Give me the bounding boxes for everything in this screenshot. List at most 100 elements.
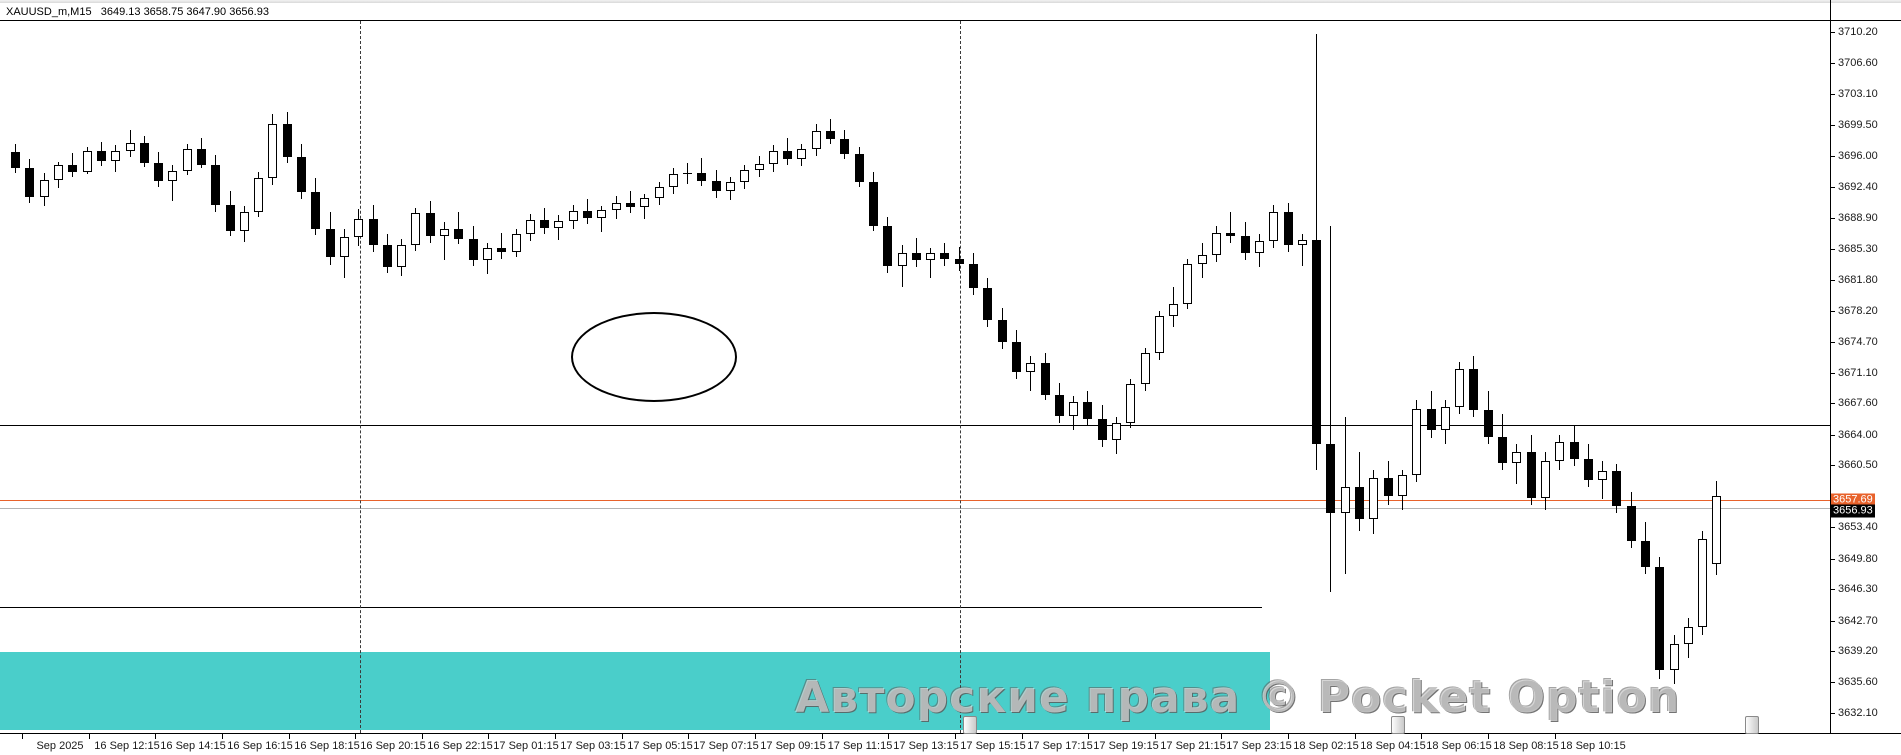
candle-body bbox=[1612, 471, 1621, 507]
candle-body bbox=[440, 229, 449, 237]
candle-body bbox=[1083, 401, 1092, 420]
chart-scroll-handle[interactable] bbox=[1745, 716, 1759, 734]
symbol-ohlc-label: XAUUSD_m,M15 3649.13 3658.75 3647.90 365… bbox=[6, 6, 269, 18]
time-tick bbox=[1221, 734, 1222, 739]
time-tick-label: 17 Sep 13:15 bbox=[893, 740, 959, 752]
candle-body bbox=[1298, 239, 1307, 245]
candle-body bbox=[40, 180, 49, 197]
candle-body bbox=[1155, 316, 1164, 353]
candle-body bbox=[311, 192, 320, 230]
candle-body bbox=[912, 252, 921, 261]
candle-body bbox=[969, 263, 978, 289]
price-tick bbox=[1830, 558, 1835, 560]
price-tick bbox=[1830, 434, 1835, 436]
price-axis[interactable]: 3710.20 3706.60 3703.10 3699.50 3696.00 3692.… bbox=[1830, 0, 1901, 733]
candle-body bbox=[1469, 368, 1478, 411]
candle-body bbox=[840, 139, 849, 155]
candle-body bbox=[755, 163, 764, 170]
support-line[interactable] bbox=[0, 607, 1262, 608]
candle-body bbox=[497, 248, 506, 252]
candle-body bbox=[369, 218, 378, 245]
time-tick-label: 16 Sep 12:15 bbox=[94, 740, 160, 752]
candle-body bbox=[569, 210, 578, 222]
candle-body bbox=[1555, 441, 1564, 461]
candle-body bbox=[340, 236, 349, 257]
resistance-line[interactable] bbox=[0, 425, 1830, 426]
candle-body bbox=[111, 150, 120, 162]
price-tick bbox=[1830, 620, 1835, 622]
time-tick bbox=[888, 734, 889, 739]
candle-wick bbox=[630, 190, 631, 214]
candle-body bbox=[126, 142, 135, 151]
price-tick-label: 3696.00 bbox=[1838, 149, 1878, 162]
candle-body bbox=[83, 151, 92, 172]
price-tick bbox=[1830, 93, 1835, 95]
time-tick-label: 17 Sep 03:15 bbox=[560, 740, 626, 752]
candle-body bbox=[1183, 263, 1192, 305]
candle-body bbox=[1684, 626, 1693, 645]
candle-body bbox=[1398, 474, 1407, 496]
time-axis-line bbox=[0, 733, 1901, 734]
time-tick-label: 17 Sep 09:15 bbox=[760, 740, 826, 752]
price-tick bbox=[1830, 372, 1835, 374]
candle-body bbox=[1512, 452, 1521, 463]
candle-body bbox=[626, 202, 635, 208]
candle-body bbox=[1641, 541, 1650, 568]
candle-body bbox=[526, 220, 535, 235]
chart-shift-handle[interactable] bbox=[963, 716, 977, 734]
candle-body bbox=[183, 148, 192, 171]
price-tick-label: 3674.70 bbox=[1838, 335, 1878, 348]
candle-body bbox=[397, 244, 406, 267]
candle-wick bbox=[1330, 225, 1331, 592]
candle-body bbox=[68, 165, 77, 172]
current-price-tag: 3656.93 bbox=[1831, 504, 1875, 518]
price-tick-label: 3699.50 bbox=[1838, 119, 1878, 132]
order-line[interactable] bbox=[0, 500, 1830, 501]
candle-body bbox=[1670, 644, 1679, 671]
candle-body bbox=[1241, 236, 1250, 254]
price-tick-label: 3671.10 bbox=[1838, 366, 1878, 379]
demand-zone-rect[interactable] bbox=[0, 652, 1270, 730]
candle-body bbox=[1284, 211, 1293, 245]
candle-body bbox=[1255, 241, 1264, 254]
time-tick-label: 17 Sep 19:15 bbox=[1093, 740, 1159, 752]
price-tick-label: 3681.80 bbox=[1838, 273, 1878, 286]
candle-body bbox=[283, 124, 292, 157]
price-tick bbox=[1830, 187, 1835, 189]
candle-wick bbox=[902, 244, 903, 287]
chart-plot-area[interactable] bbox=[0, 21, 1830, 733]
candle-body bbox=[1341, 487, 1350, 514]
price-tick-label: 3660.50 bbox=[1838, 459, 1878, 472]
time-axis[interactable]: Sep 2025 16 Sep 12:15 16 Sep 14:15 16 Sep 1… bbox=[0, 716, 1901, 755]
candle-body bbox=[1226, 232, 1235, 237]
candle-body bbox=[1655, 567, 1664, 671]
time-tick-label: 17 Sep 23:15 bbox=[1226, 740, 1292, 752]
candle-body bbox=[226, 204, 235, 231]
time-tick-label: 17 Sep 15:15 bbox=[960, 740, 1026, 752]
time-tick bbox=[155, 734, 156, 739]
chart-scale-handle[interactable] bbox=[1391, 716, 1405, 734]
candle-body bbox=[354, 218, 363, 237]
candle-wick bbox=[1230, 211, 1231, 243]
price-axis-line bbox=[1830, 0, 1831, 733]
price-tick bbox=[1830, 217, 1835, 219]
candle-body bbox=[197, 148, 206, 165]
candle-body bbox=[640, 197, 649, 208]
candle-body bbox=[655, 187, 664, 198]
candle-body bbox=[1312, 239, 1321, 444]
price-tick bbox=[1830, 682, 1835, 684]
time-tick-label: Sep 2025 bbox=[36, 740, 84, 752]
candle-body bbox=[769, 150, 778, 164]
candle-body bbox=[726, 181, 735, 191]
price-tick-label: 3692.40 bbox=[1838, 181, 1878, 194]
candle-body bbox=[240, 211, 249, 231]
candle-body bbox=[168, 170, 177, 182]
day-separator-line bbox=[960, 21, 961, 733]
time-tick bbox=[289, 734, 290, 739]
current-price-line[interactable] bbox=[0, 508, 1830, 509]
candle-body bbox=[454, 229, 463, 239]
price-tick-label: 3706.60 bbox=[1838, 57, 1878, 70]
candle-body bbox=[268, 124, 277, 179]
ellipse-markup[interactable] bbox=[571, 312, 737, 402]
price-tick bbox=[1830, 465, 1835, 467]
